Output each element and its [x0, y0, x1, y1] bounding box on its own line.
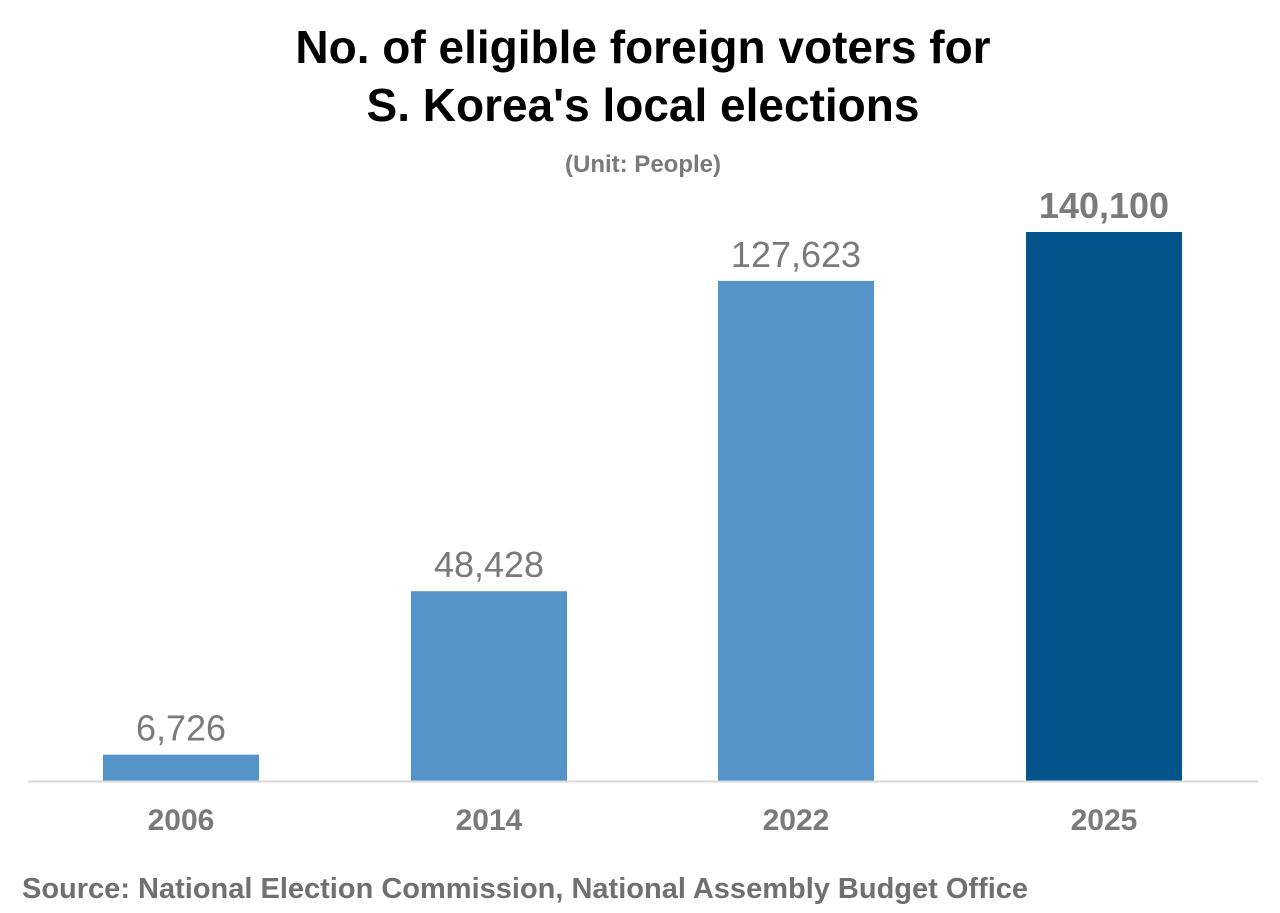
bar-2006 [103, 754, 259, 781]
bar-2025 [1026, 232, 1182, 781]
x-tick-label-2006: 2006 [148, 804, 215, 837]
bar-2014 [411, 591, 567, 781]
source-note: Source: National Election Commission, Na… [22, 873, 1029, 905]
x-tick-labels-group: 2006 2014 2022 2025 [148, 804, 1138, 837]
data-labels-group: 6,726 48,428 127,623 140,100 [136, 185, 1169, 749]
chart-title-line-2: S. Korea's local elections [366, 79, 920, 131]
data-label-2025: 140,100 [1039, 185, 1169, 226]
x-tick-label-2025: 2025 [1071, 804, 1138, 837]
data-label-2022: 127,623 [731, 234, 861, 275]
x-tick-label-2014: 2014 [456, 804, 523, 837]
data-label-2006: 6,726 [136, 708, 226, 749]
chart-subtitle: (Unit: People) [565, 151, 721, 178]
data-label-2014: 48,428 [434, 544, 544, 585]
bars-group [103, 232, 1182, 781]
bar-2022 [718, 280, 874, 781]
x-tick-label-2022: 2022 [763, 804, 830, 837]
chart-title-line-1: No. of eligible foreign voters for [295, 21, 991, 73]
